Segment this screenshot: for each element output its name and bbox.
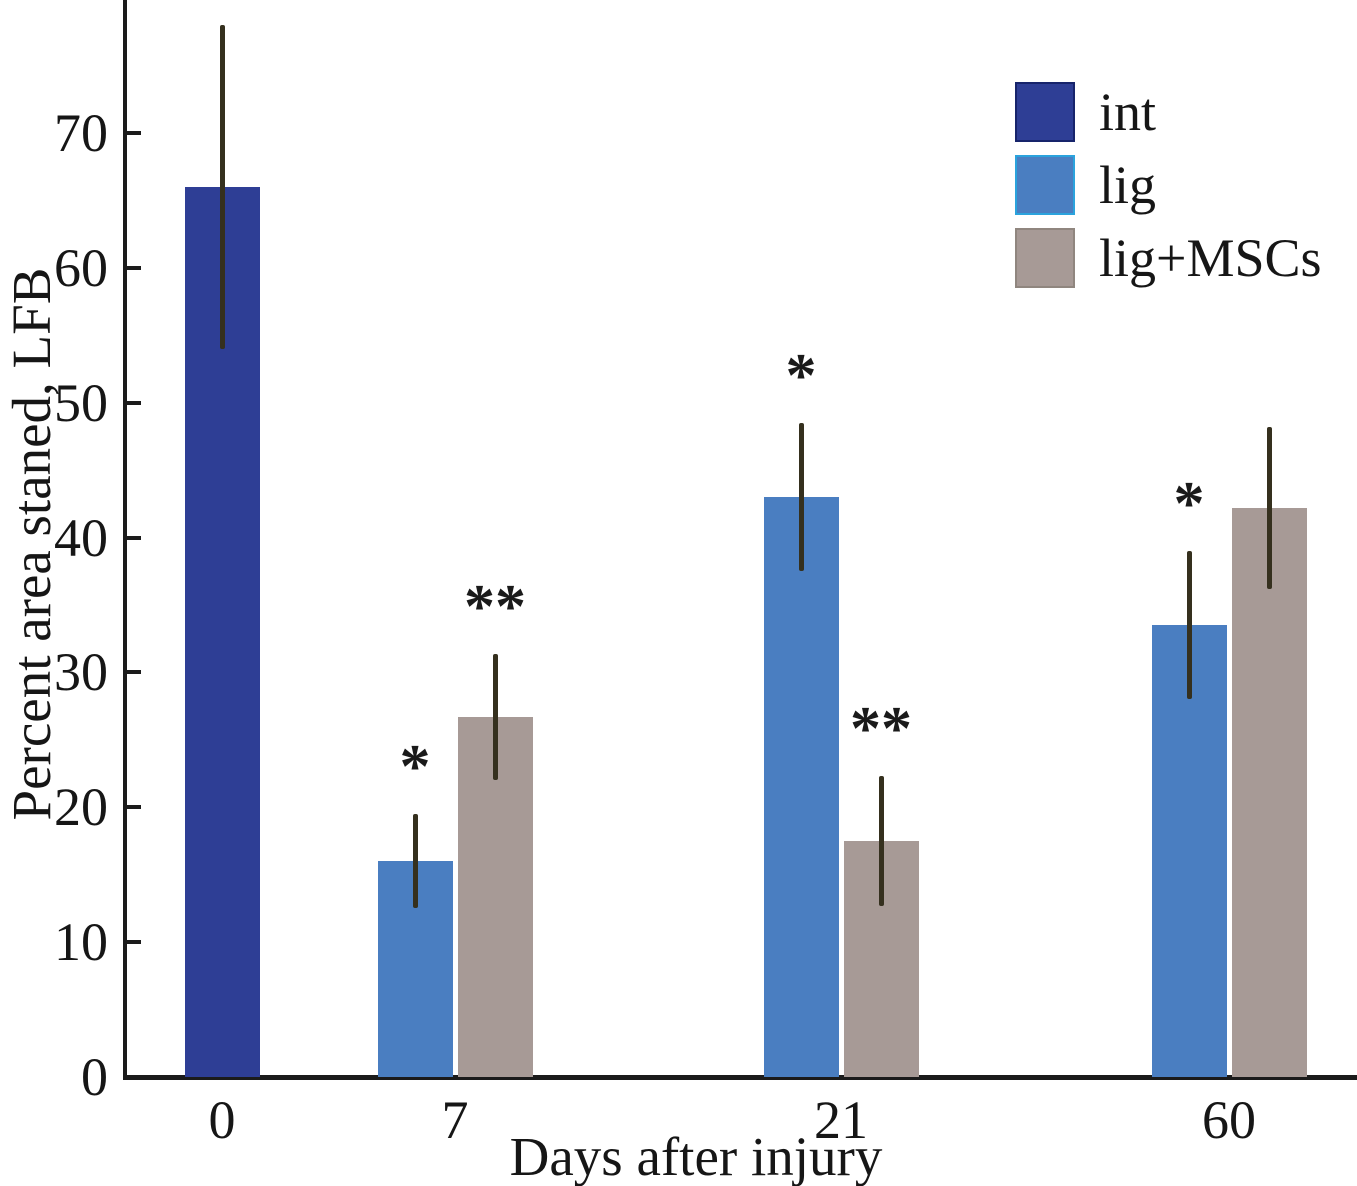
legend-item-lig: lig (1015, 155, 1322, 215)
y-tick-label: 40 (54, 507, 108, 568)
significance-marker-lig-day7: * (399, 733, 431, 802)
error-bar-lig+MSCs-day21 (878, 776, 884, 906)
y-tick-label: 70 (54, 102, 108, 163)
y-tick-label: 30 (54, 642, 108, 703)
legend-swatch-int (1015, 82, 1075, 142)
legend-label-lig: lig (1099, 155, 1157, 215)
error-bar-lig+MSCs-day60 (1266, 426, 1272, 589)
error-bar-lig-day7 (412, 814, 418, 909)
x-axis (123, 1075, 1357, 1080)
bar-lig-day21 (763, 497, 839, 1077)
legend-item-int: int (1015, 82, 1322, 142)
y-tick-mark (125, 805, 141, 810)
bar-lig+MSCs-day60 (1231, 507, 1307, 1077)
y-tick-label: 10 (54, 912, 108, 973)
y-tick-mark (125, 1075, 141, 1079)
significance-marker-lig+MSCs-day7: ** (464, 572, 526, 641)
x-tick-label: 7 (441, 1090, 469, 1150)
legend-swatch-lig+MSCs (1015, 228, 1075, 288)
x-axis-title: Days after injury (509, 1126, 883, 1186)
error-bar-lig-day21 (798, 422, 804, 572)
significance-marker-lig-day60: * (1173, 470, 1205, 539)
x-tick-label: 0 (208, 1090, 236, 1150)
y-tick-label: 50 (54, 372, 108, 433)
error-bar-int-day0 (219, 25, 225, 349)
significance-marker-lig-day21: * (785, 341, 817, 410)
error-bar-lig-day60 (1186, 551, 1192, 700)
bar-lig-day60 (1151, 625, 1227, 1077)
error-bar-lig+MSCs-day7 (492, 653, 498, 781)
legend-label-lig+MSCs: lig+MSCs (1099, 228, 1322, 288)
significance-marker-lig+MSCs-day21: ** (850, 695, 912, 764)
y-tick-mark (125, 535, 141, 540)
legend: int lig lig+MSCs (1015, 82, 1322, 301)
x-tick-label: 21 (814, 1090, 868, 1150)
y-tick-label: 20 (54, 777, 108, 838)
y-tick-mark (125, 265, 141, 270)
y-tick-mark (125, 400, 141, 405)
y-tick-mark (125, 670, 141, 675)
y-tick-mark (125, 940, 141, 945)
legend-label-int: int (1099, 82, 1157, 142)
y-tick-mark (125, 130, 141, 135)
legend-item-lig+MSCs: lig+MSCs (1015, 228, 1322, 288)
y-axis (123, 0, 127, 1080)
y-tick-label: 60 (54, 237, 108, 298)
x-tick-label: 60 (1202, 1090, 1256, 1150)
y-tick-label: 0 (81, 1047, 108, 1107)
legend-swatch-lig (1015, 155, 1075, 215)
